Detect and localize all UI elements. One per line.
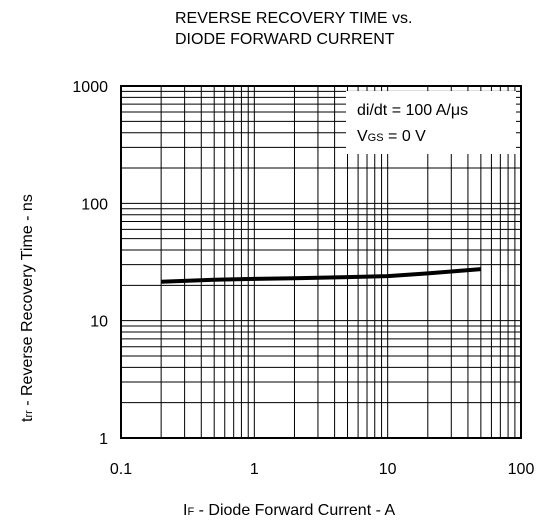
chart-title-line-2: DIODE FORWARD CURRENT [175, 31, 395, 48]
legend-vgs-subscript: GS [368, 132, 384, 144]
x-tick-label: 10 [379, 461, 397, 478]
chart-title-line-1: REVERSE RECOVERY TIME vs. [175, 10, 413, 27]
y-tick-label: 1 [99, 431, 108, 448]
y-tick-labels: 1 10 100 1000 [72, 79, 108, 448]
x-tick-label: 0.1 [110, 461, 132, 478]
x-axis-label: IF - Diode Forward Current - A [183, 502, 395, 519]
y-axis-symbol: t [19, 417, 36, 422]
x-tick-labels: 0.1 1 10 100 [110, 461, 535, 478]
legend-vgs-symbol: V [357, 128, 368, 145]
y-axis-subscript: rr [23, 410, 35, 418]
y-tick-label: 10 [90, 314, 108, 331]
legend-background [346, 91, 516, 154]
legend-vgs-text: = 0 V [384, 128, 427, 145]
chart-title: REVERSE RECOVERY TIME vs. DIODE FORWARD … [175, 8, 412, 50]
legend-box: di/dt = 100 A/μs VGS = 0 V [346, 91, 516, 154]
y-axis-text: - Reverse Recovery Time - ns [19, 194, 36, 410]
y-axis-label: trr - Reverse Recovery Time - ns [19, 194, 36, 422]
x-tick-label: 100 [508, 461, 535, 478]
y-tick-label: 1000 [72, 79, 108, 96]
x-axis-text: - Diode Forward Current - A [194, 502, 395, 519]
series-layer [161, 267, 482, 284]
legend-line-2: VGS = 0 V [357, 128, 426, 145]
series-line-0 [161, 267, 482, 284]
y-tick-label: 100 [81, 196, 108, 213]
plot-frame [120, 85, 522, 439]
x-axis-subscript: F [187, 506, 194, 518]
legend-line-1: di/dt = 100 A/μs [357, 102, 468, 119]
x-axis-symbol: I [183, 502, 187, 519]
x-tick-label: 1 [250, 461, 259, 478]
